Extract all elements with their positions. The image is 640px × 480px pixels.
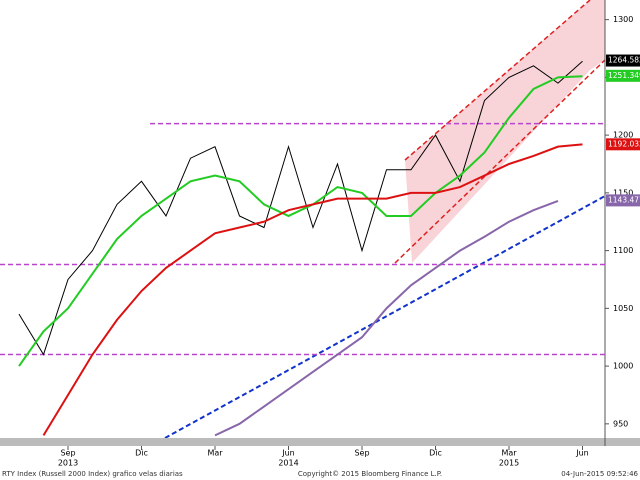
footer-center: Copyright© 2015 Bloomberg Finance L.P.: [298, 470, 442, 478]
bottom-strip: [0, 438, 640, 446]
y-tick-label: 1300: [613, 15, 633, 24]
last-value-box: [606, 194, 640, 207]
footer-left: RTY Index (Russell 2000 Index) grafico v…: [2, 470, 183, 478]
x-tick-label: Mar: [501, 449, 517, 458]
moving-average: [214, 200, 559, 437]
moving-average: [18, 75, 583, 367]
trend-channel: [405, 0, 605, 263]
y-tick-label: 1000: [613, 362, 633, 371]
footer-right: 04-Jun-2015 09:52:46: [561, 470, 638, 478]
y-tick-label: 1200: [613, 131, 633, 140]
x-tick-label: Sep: [354, 449, 369, 458]
year-label: 2013: [58, 459, 78, 468]
y-tick-label: 1050: [613, 304, 633, 313]
last-value-box: [606, 69, 640, 82]
last-value-label: 1192.032: [608, 139, 640, 148]
y-tick-label: 950: [613, 419, 628, 428]
channel-upper: [404, 0, 591, 161]
y-tick-label: 1150: [613, 188, 633, 197]
x-tick-label: Dic: [429, 449, 442, 458]
x-tick-label: Jun: [281, 449, 295, 458]
last-value-label: 1143.477: [608, 195, 640, 204]
year-label: 2015: [499, 459, 519, 468]
x-tick-label: Mar: [207, 449, 223, 458]
last-value-label: 1251.349: [608, 71, 640, 80]
y-tick-label: 1100: [613, 246, 633, 255]
last-value-box: [606, 138, 640, 151]
channel-lower: [394, 59, 606, 264]
x-tick-label: Dic: [135, 449, 148, 458]
x-tick-label: Jun: [575, 449, 589, 458]
x-tick-label: Sep: [60, 449, 75, 458]
last-value-label: 1264.582: [608, 56, 640, 65]
year-label: 2014: [278, 459, 298, 468]
last-value-box: [606, 54, 640, 67]
support-trendline: [164, 195, 606, 439]
price-line: [18, 60, 583, 356]
moving-average: [42, 143, 583, 436]
